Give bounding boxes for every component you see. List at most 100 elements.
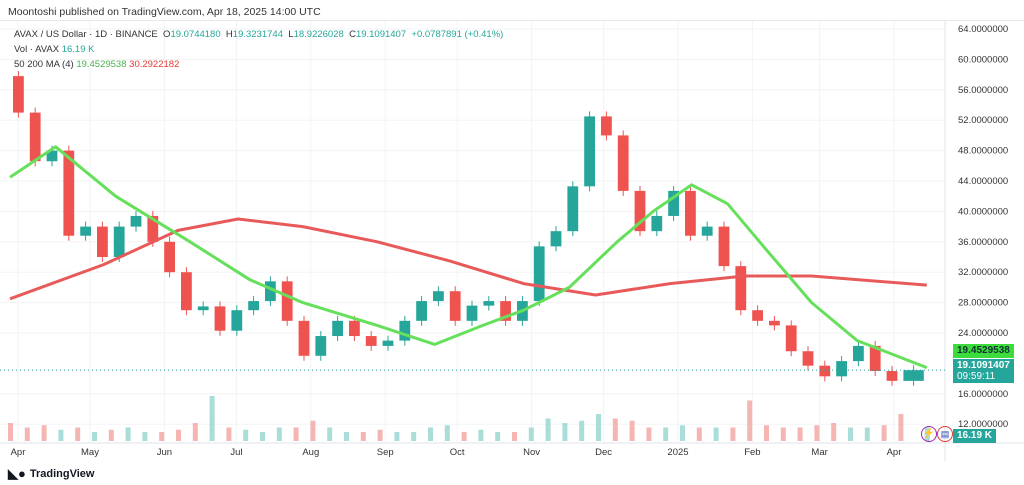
candle xyxy=(433,291,444,302)
candle xyxy=(365,336,377,346)
volume-bar xyxy=(696,427,702,441)
time-tick-label: Jun xyxy=(157,447,172,458)
tv-logo-icon: ◣● xyxy=(8,466,26,481)
volume-bar xyxy=(629,420,635,441)
candle xyxy=(332,320,343,337)
candle xyxy=(601,116,612,136)
candle xyxy=(668,190,679,216)
ma200-value: 30.2922182 xyxy=(129,59,180,70)
volume-bar xyxy=(159,432,165,441)
volume-bar xyxy=(243,429,249,441)
candle xyxy=(214,306,226,331)
ohlc-row: AVAX / US Dollar · 1D · BINANCE O19.0744… xyxy=(14,29,504,40)
candle xyxy=(63,150,75,236)
volume-bar xyxy=(75,427,81,441)
price-chart[interactable]: 64.0000000 60.0000000 56.0000000 52.0000000… xyxy=(0,21,1024,461)
candle xyxy=(735,266,747,311)
chart-area[interactable]: 64.0000000 60.0000000 56.0000000 52.0000000… xyxy=(0,20,1024,461)
volume-bar xyxy=(260,432,265,441)
candle xyxy=(903,370,924,381)
volume-bar xyxy=(612,418,618,441)
volume-bar xyxy=(579,420,585,441)
volume-bar xyxy=(528,427,534,441)
candle xyxy=(164,241,175,273)
candle xyxy=(97,226,108,257)
last-price-tag: 19.1091407 09:59:11 xyxy=(953,359,1014,383)
candle xyxy=(80,226,91,236)
candle xyxy=(147,215,159,242)
price-tick-label: 12.0000000 xyxy=(958,419,1008,430)
volume-bar xyxy=(142,432,148,441)
price-tick-label: 24.0000000 xyxy=(958,328,1008,339)
volume-bar xyxy=(377,429,383,441)
price-tick-label: 28.0000000 xyxy=(958,298,1008,309)
volume-bar xyxy=(512,432,517,441)
candle xyxy=(567,186,579,232)
candle xyxy=(836,361,847,377)
time-tick-label: Mar xyxy=(811,447,827,458)
volume-bar xyxy=(730,427,736,441)
volume-bar xyxy=(478,429,484,441)
volume-bar xyxy=(713,427,719,441)
volume-bar xyxy=(646,427,652,441)
candle xyxy=(248,301,259,311)
us-flag-icon[interactable]: ▤ xyxy=(937,426,953,442)
volume-bar xyxy=(780,427,786,441)
candle xyxy=(685,190,696,236)
volume-bar xyxy=(864,427,870,441)
candle xyxy=(802,351,814,366)
volume-bar xyxy=(192,423,198,441)
time-tick-label: Nov xyxy=(523,447,540,458)
candle xyxy=(785,325,797,352)
open-value: 19.0744180 xyxy=(170,29,221,40)
volume-row: Vol · AVAX 16.19 K xyxy=(14,44,95,55)
candle xyxy=(550,231,562,247)
time-tick-label: May xyxy=(81,447,99,458)
candle xyxy=(298,320,310,356)
volume-bar xyxy=(41,425,47,441)
time-tick-label: 2025 xyxy=(667,447,688,458)
volume-bar xyxy=(293,427,299,441)
time-tick-label: Dec xyxy=(595,447,612,458)
candle xyxy=(819,365,831,377)
volume-value: 16.19 K xyxy=(61,44,95,55)
candle xyxy=(13,76,24,113)
volume-bar xyxy=(495,432,501,441)
volume-bar xyxy=(411,432,417,441)
volume-bar xyxy=(881,425,887,441)
time-tick-label: Jul xyxy=(230,447,242,458)
ma-row: 50 200 MA (4) 19.4529538 30.2922182 xyxy=(14,59,180,70)
volume-bar xyxy=(125,427,131,441)
price-tick-label: 60.0000000 xyxy=(958,54,1008,65)
volume-tag: 16.19 K xyxy=(953,429,997,443)
candle xyxy=(752,310,763,321)
candle xyxy=(113,226,125,257)
volume-bar xyxy=(898,414,904,441)
price-tick-label: 64.0000000 xyxy=(958,24,1008,35)
volume-bar xyxy=(327,427,333,441)
candle xyxy=(349,320,360,337)
candle xyxy=(265,281,276,302)
candle xyxy=(869,345,881,371)
volume-bar xyxy=(545,418,551,441)
time-tick-label: Apr xyxy=(11,447,26,458)
volume-bar xyxy=(680,425,685,441)
volume-bar xyxy=(176,429,181,441)
volume-bar xyxy=(428,427,433,441)
symbol-label[interactable]: AVAX / US Dollar · 1D · BINANCE xyxy=(14,29,158,40)
candle xyxy=(29,112,41,162)
lightning-icon[interactable]: ⚡ xyxy=(921,426,937,442)
volume-bar xyxy=(562,423,568,441)
candle xyxy=(449,291,461,321)
candle xyxy=(382,340,394,346)
candle xyxy=(181,272,192,311)
tradingview-logo[interactable]: ◣● TradingView xyxy=(8,466,95,481)
volume-bar xyxy=(596,414,601,441)
volume-bar xyxy=(108,429,114,441)
price-tick-label: 52.0000000 xyxy=(958,115,1008,126)
price-tick-label: 44.0000000 xyxy=(958,176,1008,187)
volume-bar xyxy=(797,427,803,441)
candle xyxy=(769,320,780,326)
candle xyxy=(231,310,243,331)
candle xyxy=(853,345,864,362)
